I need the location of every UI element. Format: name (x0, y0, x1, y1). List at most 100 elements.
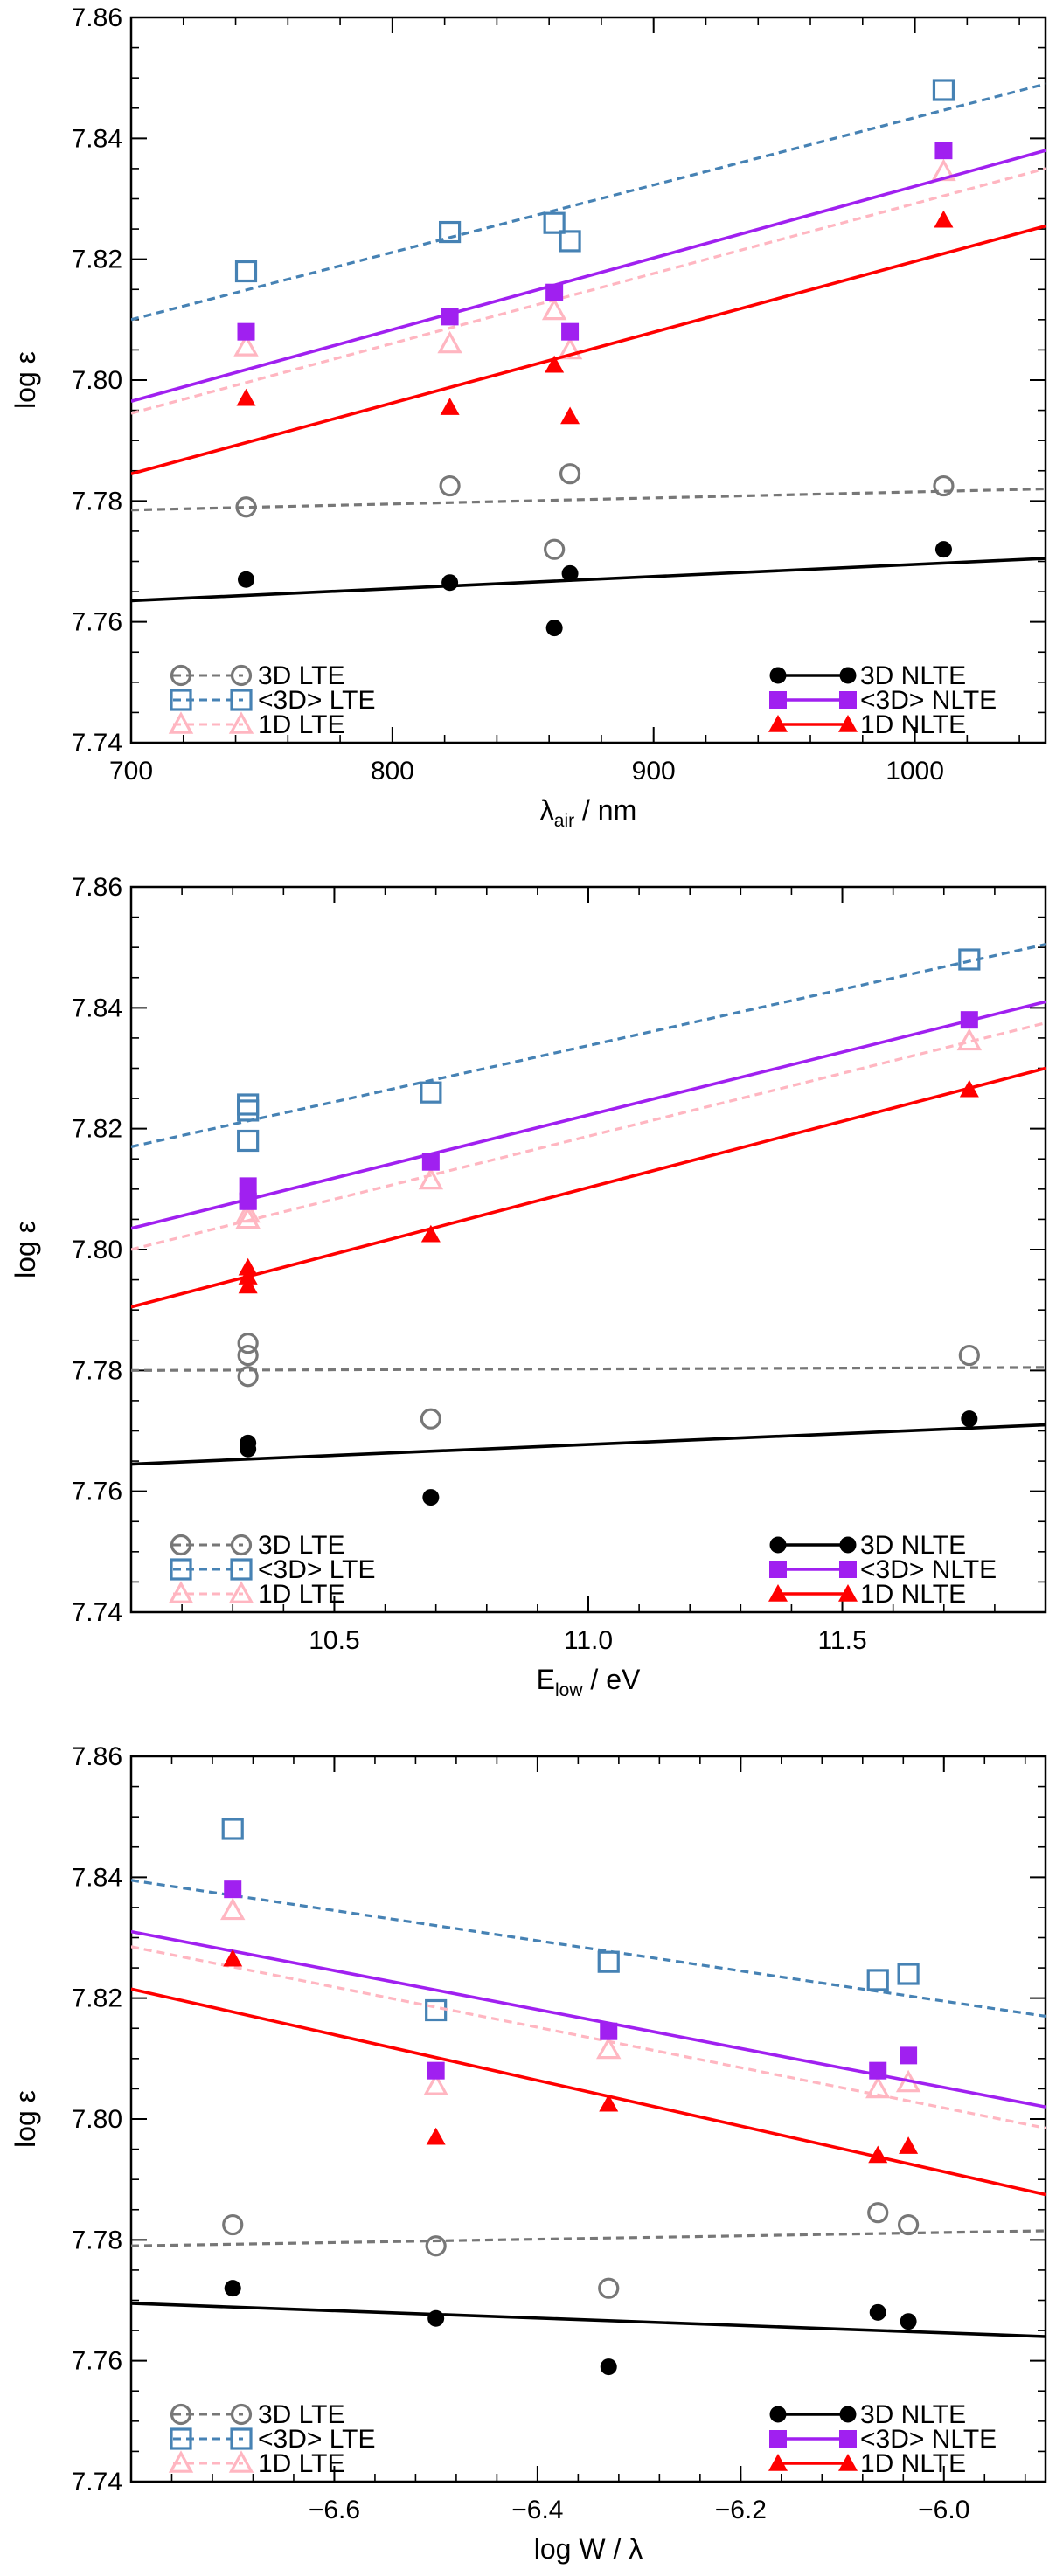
data-point-1d-lte (437, 330, 462, 354)
legend-item-1d-lte: 1D LTE (168, 710, 344, 739)
legend-marker-end (230, 1558, 253, 1581)
fit-line-1d-nlte (131, 1987, 1046, 2197)
x-axis-label-subscript: air (554, 811, 574, 831)
x-tick-label: 10.5 (309, 1626, 359, 1655)
legend-item-1d-nlte: 1D NLTE (768, 1580, 966, 1609)
legend-label: 3D LTE (258, 661, 344, 690)
legend-label: 1D NLTE (860, 2449, 966, 2478)
data-layer (131, 79, 1046, 637)
fit-line-3d-nlte (131, 2302, 1046, 2338)
y-tick-label: 7.78 (72, 487, 122, 516)
data-point-3d-nlte (900, 2046, 918, 2065)
legend-marker-start (769, 1561, 787, 1578)
legend-marker-end (838, 715, 858, 732)
y-tick-label: 7.76 (72, 2347, 122, 2376)
data-layer (131, 1818, 1046, 2376)
legend-item-3d-nlte: <3D> NLTE (769, 1555, 997, 1584)
data-point-1d-lte (220, 1897, 246, 1921)
legend-marker-end (230, 2403, 253, 2426)
legend-marker-end (839, 1536, 857, 1554)
y-tick-label: 7.76 (72, 1478, 122, 1506)
data-point-3d-nlte (545, 620, 563, 637)
series-3d-nlte (131, 1000, 1046, 1230)
series-3d-nlte (131, 541, 1046, 637)
legend-marker-start (769, 2430, 787, 2448)
data-point-1d-nlte (868, 2145, 888, 2164)
legend-label: 3D NLTE (860, 1531, 966, 1560)
fit-line-3d-lte (131, 1366, 1046, 1372)
legend-marker-start (170, 1558, 192, 1581)
legend-marker-end (839, 2406, 857, 2423)
series-1d-nlte (131, 1066, 1046, 1309)
legend-label: 3D NLTE (860, 2400, 966, 2429)
data-point-1d-nlte (959, 1079, 979, 1098)
data-point-1d-nlte (236, 388, 256, 406)
fit-line-3d-lte (131, 2229, 1046, 2247)
legend-item-3d-lte: <3D> LTE (170, 2425, 376, 2454)
y-tick-label: 7.84 (72, 994, 122, 1022)
y-axis-label: log ε (10, 351, 41, 409)
data-point-3d-nlte (427, 2061, 445, 2080)
legend-marker-start (168, 1581, 194, 1603)
data-point-3d-lte (237, 1344, 259, 1367)
data-point-3d-nlte (900, 2313, 917, 2330)
legend-item-3d-lte: 3D LTE (170, 1531, 344, 1560)
legend-marker-start (768, 715, 788, 732)
legend-item-1d-lte: 1D LTE (168, 1580, 344, 1609)
legend-item-3d-lte: <3D> LTE (170, 1555, 376, 1584)
data-point-3d-nlte (545, 283, 564, 301)
y-tick-label: 7.86 (72, 3, 122, 32)
legend-label: 1D LTE (258, 1580, 344, 1609)
data-point-3d-nlte (237, 322, 255, 341)
x-axis-label-main: log W / λ (534, 2533, 643, 2565)
data-point-3d-nlte (600, 2358, 617, 2376)
data-point-3d-nlte (240, 1440, 257, 1458)
y-tick-label: 7.74 (72, 1598, 122, 1627)
legend-marker-end (228, 1581, 254, 1603)
series-1d-nlte (131, 1949, 1046, 2197)
legend-marker-start (170, 1534, 192, 1556)
series-3d-nlte (131, 1880, 1046, 2109)
series-3d-nlte (131, 142, 1046, 403)
legend-label: 1D NLTE (860, 710, 966, 739)
fit-line-3d-lte (131, 943, 1046, 1148)
x-tick-label: 11.5 (817, 1626, 866, 1655)
legend-marker-end (230, 689, 253, 711)
series-3d-lte (131, 1333, 1046, 1430)
legend-item-3d-lte: 3D LTE (170, 661, 344, 690)
data-point-1d-lte (233, 334, 259, 357)
data-point-3d-nlte (561, 322, 580, 341)
series-3d-lte (131, 463, 1046, 560)
legend-item-3d-lte: <3D> LTE (170, 686, 376, 715)
data-point-3d-lte (958, 948, 981, 971)
data-point-3d-nlte (561, 564, 579, 582)
fit-line-3d-nlte (131, 1423, 1046, 1466)
data-point-3d-nlte (869, 2303, 886, 2321)
legend-marker-end (839, 667, 857, 684)
x-axis-label-subscript: low (555, 1680, 583, 1700)
fit-line-1d-lte (131, 1021, 1046, 1251)
legend-item-3d-nlte: 3D NLTE (769, 1531, 966, 1560)
legend-marker-start (768, 2454, 788, 2471)
legend-marker-end (228, 711, 254, 734)
y-tick-label: 7.82 (72, 1115, 122, 1144)
series-3d-lte (131, 1818, 1046, 2022)
data-point-1d-nlte (899, 2136, 919, 2154)
legend-item-1d-nlte: 1D NLTE (768, 710, 966, 739)
series-3d-lte (131, 79, 1046, 322)
fit-line-3d-nlte (131, 1000, 1046, 1230)
y-tick-label: 7.80 (72, 2105, 122, 2134)
data-point-3d-lte (235, 496, 257, 518)
y-tick-label: 7.74 (72, 729, 122, 758)
legend-marker-start (170, 2403, 192, 2426)
data-point-1d-nlte (440, 398, 460, 415)
data-point-1d-nlte (426, 2127, 446, 2145)
series-1d-nlte (131, 210, 1046, 475)
data-point-3d-lte (425, 1998, 448, 2022)
series-3d-lte (131, 2202, 1046, 2299)
legend-item-1d-lte: 1D LTE (168, 2449, 344, 2478)
x-tick-label: −6.2 (715, 2496, 767, 2524)
data-point-3d-lte (597, 1950, 620, 1973)
